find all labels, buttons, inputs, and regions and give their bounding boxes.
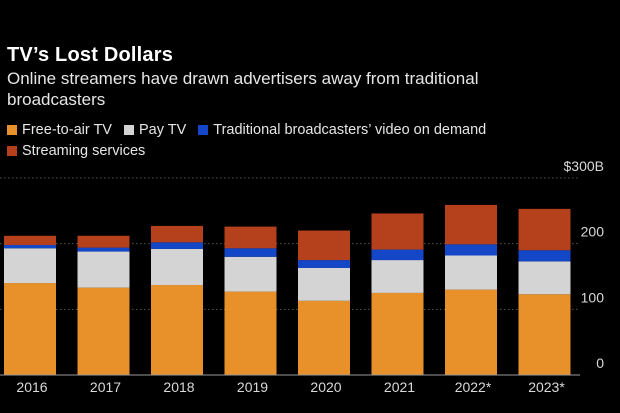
legend-swatch-pay-tv: [123, 124, 134, 135]
bar-segment-2016-s1: [4, 248, 56, 284]
bar-segment-2017-s2: [77, 247, 130, 252]
bar-segment-2016-s2: [4, 244, 56, 249]
chart-title: TV’s Lost Dollars: [7, 44, 174, 66]
bar-segment-2020-s3: [298, 230, 350, 261]
legend-swatch-free-to-air: [7, 124, 17, 135]
x-tick-label-2020: 2020: [310, 379, 341, 395]
legend-label-free-to-air: Free-to-air TV: [22, 121, 112, 138]
chart-subtitle: Online streamers have drawn advertisers …: [7, 69, 479, 109]
bar-segment-2021-s3: [371, 213, 424, 250]
bar-segment-2018-s0: [151, 285, 203, 375]
y-tick-label-200: 200: [581, 224, 605, 240]
bar-segment-2022-s3: [445, 204, 497, 245]
bar-segment-2017-s3: [77, 235, 130, 248]
bar-segment-2020-s2: [298, 260, 350, 268]
bar-segment-2022-s2: [445, 244, 497, 256]
legend-item-pay-tv: Pay TV: [123, 121, 187, 138]
bar-segment-2019-s0: [224, 291, 277, 375]
bar-segment-2023-s1: [518, 261, 571, 295]
bar-segment-2016-s3: [4, 235, 56, 245]
bar-segment-2019-s1: [224, 256, 277, 292]
legend-swatch-vod: [198, 124, 209, 135]
legend-swatch-streaming: [7, 145, 17, 156]
bar-segment-2023-s2: [518, 250, 571, 262]
x-tick-label-2022: 2022*: [455, 379, 492, 395]
bar-segment-2017-s1: [77, 251, 130, 288]
y-tick-label-0: 0: [596, 355, 604, 371]
legend-label-pay-tv: Pay TV: [138, 121, 187, 138]
x-tick-label-2017: 2017: [90, 379, 121, 395]
bar-segment-2022-s0: [445, 289, 497, 375]
legend-item-free-to-air: Free-to-air TV: [7, 122, 112, 138]
bar-segment-2018-s2: [151, 242, 203, 249]
bar-segment-2016-s0: [4, 283, 56, 375]
bar-segment-2020-s0: [298, 300, 350, 375]
bar-segment-2022-s1: [445, 255, 497, 290]
legend-item-vod: Traditional broadcasters’ video on deman…: [198, 122, 486, 138]
bar-segment-2019-s2: [224, 248, 277, 257]
bar-segment-2021-s0: [371, 292, 424, 375]
chart-legend: Free-to-air TV Pay TV Traditional broadc…: [7, 120, 607, 162]
y-tick-label-300: $300B: [564, 158, 604, 174]
legend-row-2: Streaming services: [7, 141, 607, 160]
bar-segment-2020-s1: [298, 267, 350, 301]
x-tick-label-2021: 2021: [384, 379, 415, 395]
x-tick-label-2018: 2018: [163, 379, 194, 395]
bar-segment-2017-s0: [77, 287, 130, 375]
y-tick-label-100: 100: [581, 289, 605, 305]
bar-segment-2021-s1: [371, 260, 424, 293]
stacked-bar-chart: 0 100 200 $300B 2016 2017 2018 2019 2020 2021 2022…: [0, 158, 605, 395]
legend-row-1: Free-to-air TV Pay TV Traditional broadc…: [7, 120, 607, 139]
bar-segment-2019-s3: [224, 226, 277, 249]
x-tick-label-2023: 2023*: [528, 379, 565, 395]
legend-label-streaming: Streaming services: [22, 142, 146, 159]
bar-segment-2023-s0: [518, 294, 571, 375]
bar-segment-2023-s3: [518, 208, 571, 251]
bar-segment-2021-s2: [371, 249, 424, 261]
x-tick-label-2019: 2019: [237, 379, 268, 395]
bar-segment-2018-s3: [151, 225, 203, 243]
legend-label-vod: Traditional broadcasters’ video on deman…: [213, 121, 487, 138]
bar-segment-2018-s1: [151, 248, 203, 286]
x-tick-label-2016: 2016: [16, 379, 47, 395]
legend-item-streaming: Streaming services: [7, 143, 145, 159]
